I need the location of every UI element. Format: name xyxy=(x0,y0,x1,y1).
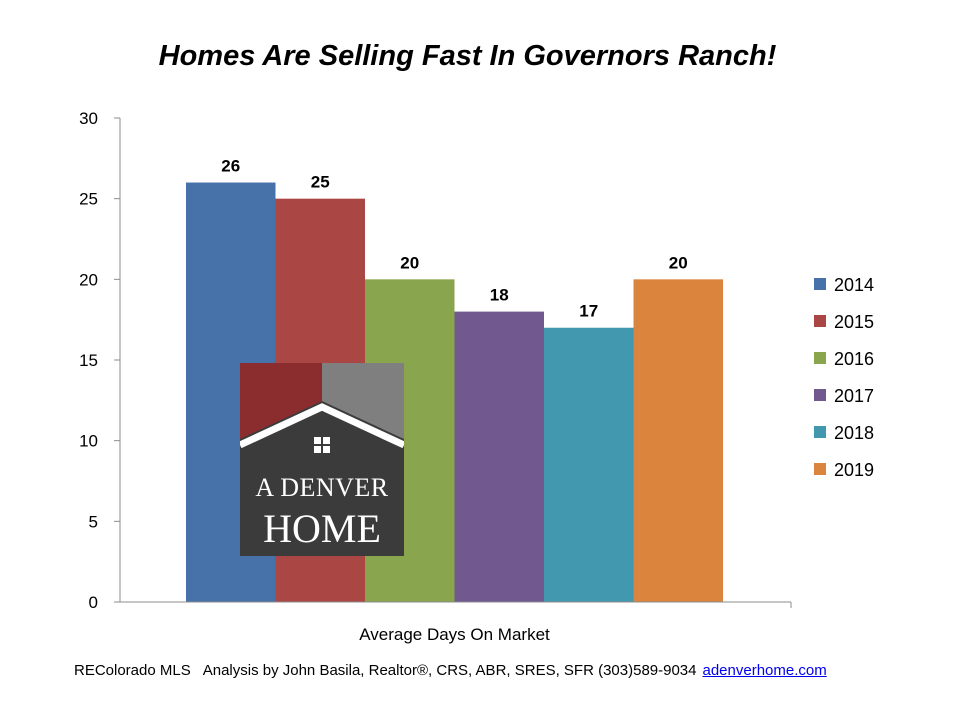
legend-label: 2016 xyxy=(834,349,874,369)
y-axis-ticks: 0 5 10 15 20 25 30 xyxy=(79,109,120,612)
data-label-2015: 25 xyxy=(311,173,330,192)
data-label-2017: 18 xyxy=(490,286,509,305)
y-tick-label: 15 xyxy=(79,351,98,370)
y-tick-label: 0 xyxy=(89,593,98,612)
logo-text-line1: A DENVER xyxy=(255,473,389,502)
y-tick-label: 10 xyxy=(79,432,98,451)
bar-2018 xyxy=(544,327,634,602)
bar-2017 xyxy=(454,311,544,602)
footer: REColorado MLS Analysis by John Basila, R… xyxy=(74,662,827,679)
footer-analysis: Analysis by John Basila, Realtor®, CRS, … xyxy=(202,662,697,679)
legend-item-2017: 2017 xyxy=(814,386,874,406)
legend-label: 2017 xyxy=(834,386,874,406)
chart-title: Homes Are Selling Fast In Governors Ranc… xyxy=(158,40,777,72)
y-tick-label: 25 xyxy=(79,190,98,209)
y-tick-label: 5 xyxy=(89,512,98,531)
legend-label: 2019 xyxy=(834,460,874,480)
legend-swatch xyxy=(814,315,826,327)
x-axis-tick-labels: Average Days On Market xyxy=(359,602,792,644)
footer-source: REColorado MLS xyxy=(74,662,191,679)
legend-label: 2015 xyxy=(834,312,874,332)
bar-data-labels: 26 25 20 18 17 20 xyxy=(221,157,687,321)
legend-swatch xyxy=(814,463,826,475)
legend: 2014 2015 2016 2017 2018 2019 xyxy=(814,275,874,480)
legend-item-2019: 2019 xyxy=(814,460,874,480)
y-tick-label: 20 xyxy=(79,270,98,289)
footer-website-link[interactable]: adenverhome.com xyxy=(702,662,827,679)
legend-item-2015: 2015 xyxy=(814,312,874,332)
logo-text-line2: HOME xyxy=(263,506,381,551)
data-label-2014: 26 xyxy=(221,157,240,176)
data-label-2018: 17 xyxy=(579,302,598,321)
legend-label: 2018 xyxy=(834,423,874,443)
legend-swatch xyxy=(814,352,826,364)
data-label-2019: 20 xyxy=(669,253,688,272)
legend-item-2016: 2016 xyxy=(814,349,874,369)
y-tick-label: 30 xyxy=(79,109,98,128)
legend-swatch xyxy=(814,426,826,438)
legend-item-2014: 2014 xyxy=(814,275,874,295)
data-label-2016: 20 xyxy=(400,253,419,272)
legend-swatch xyxy=(814,389,826,401)
legend-item-2018: 2018 xyxy=(814,423,874,443)
legend-label: 2014 xyxy=(834,275,874,295)
a-denver-home-logo: A DENVER HOME xyxy=(240,363,404,556)
house-logo-icon xyxy=(240,363,404,556)
bar-2019 xyxy=(633,279,723,602)
legend-swatch xyxy=(814,278,826,290)
x-category-label: Average Days On Market xyxy=(359,625,550,644)
